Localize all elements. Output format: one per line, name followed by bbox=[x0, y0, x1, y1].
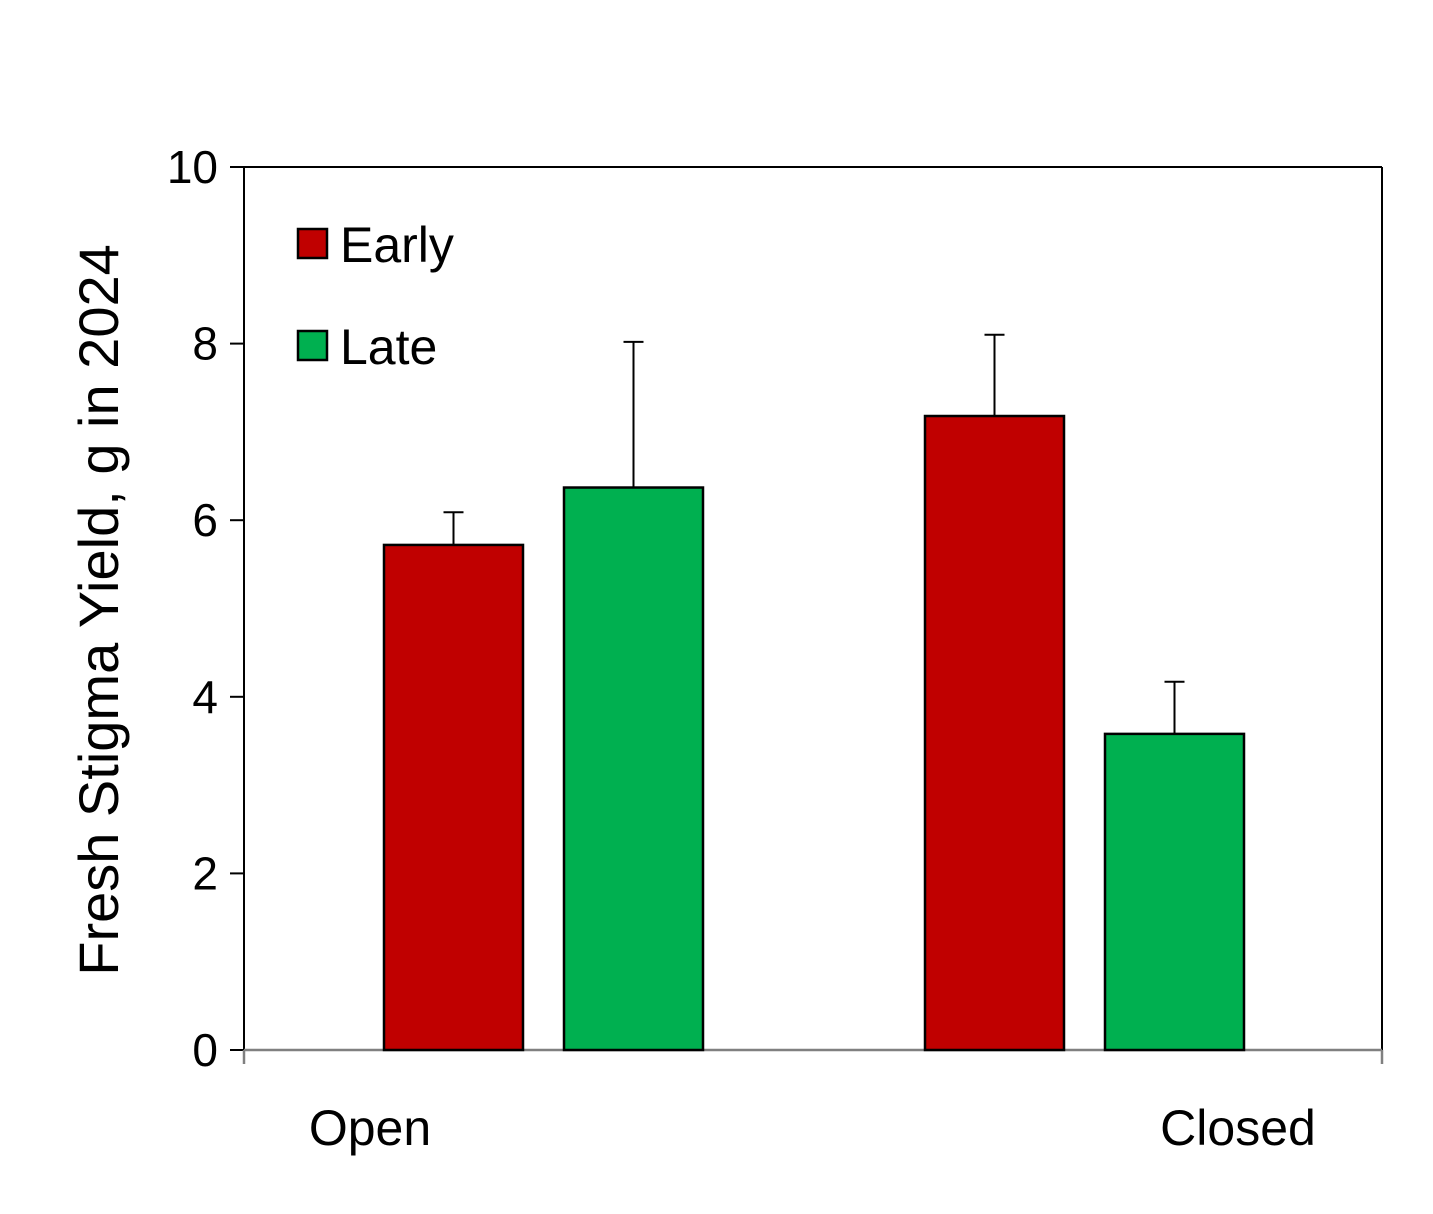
y-axis: 0 2 4 6 8 10 bbox=[167, 141, 244, 1076]
legend-swatch bbox=[296, 227, 329, 260]
x-category-label: Closed bbox=[1160, 1100, 1316, 1156]
bar bbox=[382, 543, 525, 1052]
x-axis: Open Closed bbox=[242, 1048, 1384, 1156]
plot-frame bbox=[243, 166, 1383, 1050]
bar bbox=[1103, 732, 1246, 1052]
y-tick-label: 2 bbox=[192, 847, 218, 899]
error-bars bbox=[443, 333, 1185, 734]
y-tick-label: 6 bbox=[192, 494, 218, 546]
bar bbox=[562, 486, 705, 1052]
y-tick-label: 4 bbox=[192, 671, 218, 723]
y-axis-title: Fresh Stigma Yield, g in 2024 bbox=[67, 244, 130, 976]
bars bbox=[382, 414, 1246, 1052]
legend-label: Early bbox=[340, 217, 454, 273]
x-category-label: Open bbox=[309, 1100, 431, 1156]
y-tick-label: 0 bbox=[192, 1024, 218, 1076]
legend-label: Late bbox=[340, 319, 437, 375]
legend-swatch bbox=[296, 329, 329, 362]
y-tick-label: 10 bbox=[167, 141, 218, 193]
bar bbox=[923, 414, 1066, 1052]
legend: Early Late bbox=[296, 217, 454, 375]
y-tick-label: 8 bbox=[192, 318, 218, 370]
